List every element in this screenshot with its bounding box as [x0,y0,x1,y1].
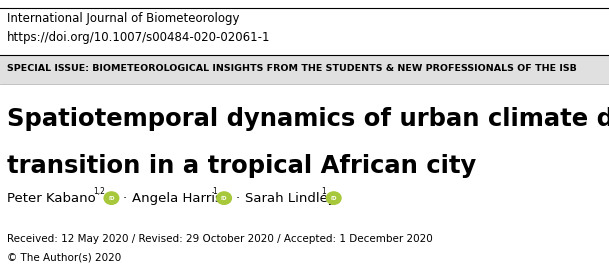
Text: Angela Harris: Angela Harris [132,192,222,205]
Ellipse shape [104,192,119,204]
Text: transition in a tropical African city: transition in a tropical African city [7,154,477,178]
Text: © The Author(s) 2020: © The Author(s) 2020 [7,252,122,262]
Text: Sarah Lindley: Sarah Lindley [245,192,336,205]
Text: ·: · [123,192,127,205]
Text: iD: iD [108,196,114,201]
Text: 1: 1 [322,187,326,196]
Text: International Journal of Biometeorology: International Journal of Biometeorology [7,12,240,25]
Text: Peter Kabano: Peter Kabano [7,192,96,205]
Text: iD: iD [331,196,337,201]
Text: Spatiotemporal dynamics of urban climate during the wet-dry season: Spatiotemporal dynamics of urban climate… [7,107,609,131]
Text: 1: 1 [212,187,217,196]
Text: 1,2: 1,2 [93,187,105,196]
Text: iD: iD [221,196,227,201]
Ellipse shape [217,192,231,204]
Text: Received: 12 May 2020 / Revised: 29 October 2020 / Accepted: 1 December 2020: Received: 12 May 2020 / Revised: 29 Octo… [7,234,433,244]
Text: SPECIAL ISSUE: BIOMETEOROLOGICAL INSIGHTS FROM THE STUDENTS & NEW PROFESSIONALS : SPECIAL ISSUE: BIOMETEOROLOGICAL INSIGHT… [7,64,577,73]
Ellipse shape [326,192,341,204]
Text: https://doi.org/10.1007/s00484-020-02061-1: https://doi.org/10.1007/s00484-020-02061… [7,31,271,44]
Text: ·: · [236,192,240,205]
Bar [0,55,609,84]
